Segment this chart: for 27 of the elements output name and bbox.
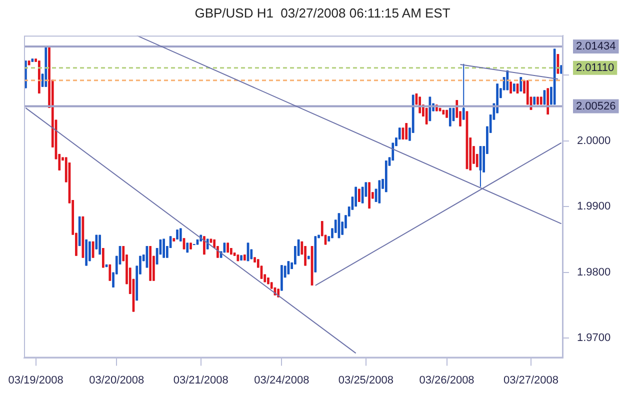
candlestick: [358, 188, 360, 202]
candlestick: [162, 238, 165, 258]
candlestick: [108, 264, 112, 282]
x-tick-label: 03/26/2008: [419, 374, 474, 386]
candlestick: [462, 63, 465, 120]
x-tick-label: 03/25/2008: [338, 374, 394, 386]
candlestick: [378, 180, 381, 204]
chart-title: GBP/USD H1 03/27/2008 06:11:15 AM EST: [194, 5, 450, 20]
candlestick: [304, 246, 306, 266]
x-tick-label: 03/27/2008: [503, 374, 559, 386]
candlestick: [176, 229, 178, 240]
ref-line-label: 2.01110: [576, 62, 614, 74]
candlestick: [179, 228, 182, 242]
x-tick-label: 03/24/2008: [254, 374, 310, 386]
ref-line-label: 2.00526: [576, 100, 616, 112]
candlestick: [520, 76, 522, 92]
y-tick-label: 1.9800: [577, 266, 611, 278]
y-tick-label: 1.9700: [577, 332, 611, 344]
y-tick-label: 2.0000: [577, 134, 611, 147]
candlestick: [448, 107, 452, 127]
ref-line-label: 2.01434: [576, 40, 616, 53]
y-tick-label: 1.9900: [577, 200, 611, 213]
x-tick-label: 03/21/2008: [173, 374, 228, 386]
candlestick: [510, 81, 512, 94]
candlestick: [405, 122, 408, 140]
x-tick-label: 03/19/2008: [8, 374, 64, 386]
x-tick-label: 03/20/2008: [89, 374, 144, 386]
